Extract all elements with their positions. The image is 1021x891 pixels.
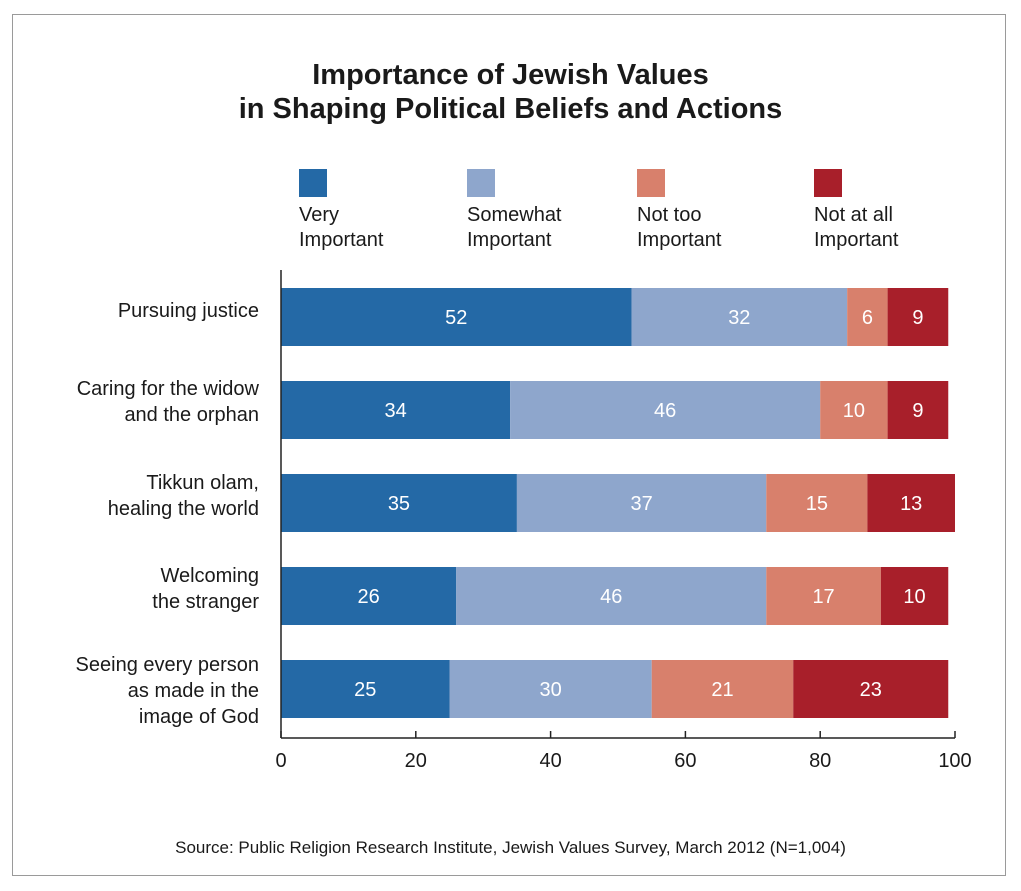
category-label: Pursuing justice: [117, 300, 259, 322]
data-label: 32: [728, 307, 750, 329]
bar-segment: [820, 381, 888, 439]
bar-segment: [867, 474, 955, 532]
bar-segment: [631, 288, 848, 346]
bar-segment: [281, 660, 450, 718]
legend-swatch: [467, 169, 495, 197]
bar-segment: [887, 288, 949, 346]
data-label: 21: [711, 679, 733, 701]
category-label: Tikkun olam, healing the world: [107, 472, 259, 520]
x-tick-label: 20: [405, 750, 427, 772]
x-tick-label: 100: [938, 750, 971, 772]
bar-segment: [766, 474, 868, 532]
bar-segment: [793, 660, 949, 718]
data-label: 15: [806, 493, 828, 515]
data-label: 13: [900, 493, 922, 515]
data-label: 37: [630, 493, 652, 515]
legend-swatch: [814, 169, 842, 197]
data-label: 26: [357, 586, 379, 608]
category-label: Seeing every person as made in the image…: [75, 654, 259, 728]
legend-label: Not at all Important: [814, 204, 899, 251]
bar-segment: [281, 381, 511, 439]
data-label: 17: [812, 586, 834, 608]
data-label: 25: [354, 679, 376, 701]
data-label: 46: [654, 400, 676, 422]
data-label: 6: [862, 307, 873, 329]
x-tick-label: 60: [674, 750, 696, 772]
x-tick-label: 40: [539, 750, 561, 772]
data-label: 10: [903, 586, 925, 608]
bar-segment: [887, 381, 949, 439]
bar-segment: [651, 660, 794, 718]
x-tick-label: 0: [275, 750, 286, 772]
bar-segment: [766, 567, 881, 625]
category-label: Caring for the widow and the orphan: [76, 378, 259, 426]
legend-label: Not too Important: [637, 204, 722, 251]
bar-segment: [516, 474, 767, 532]
bar-segment: [281, 474, 517, 532]
legend-item-very-important: Very Important: [299, 169, 479, 253]
bar-segment: [880, 567, 949, 625]
bar-segment: [449, 660, 652, 718]
legend-item-somewhat-important: Somewhat Important: [467, 169, 647, 253]
data-label: 9: [912, 400, 923, 422]
category-label: Welcoming the stranger: [152, 565, 259, 613]
bar-segment: [281, 567, 457, 625]
bar-segment: [847, 288, 888, 346]
data-label: 9: [912, 307, 923, 329]
bar-segment: [510, 381, 821, 439]
legend-item-not-at-all-important: Not at all Important: [814, 169, 994, 253]
legend-item-not-too-important: Not too Important: [637, 169, 817, 253]
chart-frame: [12, 14, 1006, 876]
legend-swatch: [299, 169, 327, 197]
data-label: 23: [860, 679, 882, 701]
legend-label: Very Important: [299, 204, 384, 251]
data-label: 52: [445, 307, 467, 329]
chart-title-line-2: in Shaping Political Beliefs and Actions: [238, 93, 783, 125]
data-label: 46: [600, 586, 622, 608]
x-tick-label: 80: [809, 750, 831, 772]
chart-title: Importance of Jewish Values in Shaping P…: [0, 58, 1021, 126]
legend-label: Somewhat Important: [467, 204, 562, 251]
bar-segment: [456, 567, 767, 625]
data-label: 34: [384, 400, 406, 422]
chart-title-line-1: Importance of Jewish Values: [312, 59, 709, 91]
source-note: Source: Public Religion Research Institu…: [175, 838, 846, 857]
data-label: 10: [843, 400, 865, 422]
legend-swatch: [637, 169, 665, 197]
data-label: 30: [539, 679, 561, 701]
data-label: 35: [388, 493, 410, 515]
bar-segment: [281, 288, 632, 346]
